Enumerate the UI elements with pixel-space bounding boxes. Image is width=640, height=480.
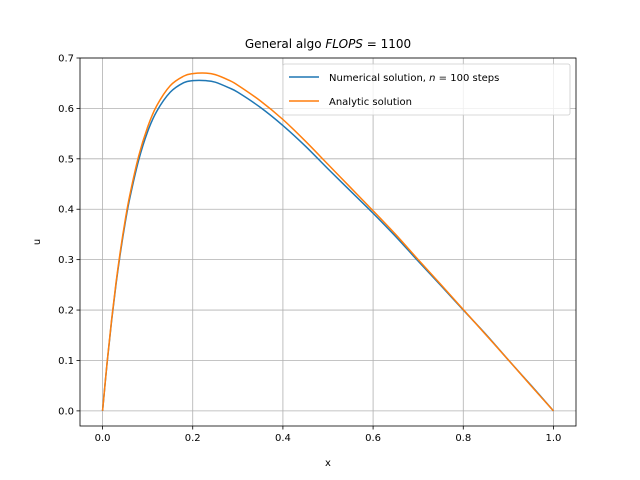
y-tick-label: 0.0 [58, 406, 74, 417]
y-tick-label: 0.7 [58, 54, 74, 65]
legend-numerical-text: Numerical solution, [329, 73, 429, 84]
legend-box [282, 63, 571, 116]
chart-title-suffix: = 1100 [363, 37, 411, 51]
y-tick-label: 0.1 [58, 356, 74, 367]
plot-area [80, 58, 576, 426]
chart-title-math: FLOPS [325, 37, 363, 51]
y-tick-label: 0.2 [58, 306, 74, 317]
chart-title-prefix: General algo [245, 37, 326, 51]
x-tick-label: 1.0 [546, 433, 562, 444]
legend: Numerical solution, n = 100 steps Analyt… [282, 63, 571, 116]
x-tick-label: 0.2 [185, 433, 201, 444]
y-tick-label: 0.6 [58, 104, 74, 115]
legend-numerical-suffix: = 100 steps [436, 73, 500, 84]
chart-title: General algo FLOPS = 1100 [245, 37, 411, 51]
y-tick-label: 0.4 [58, 205, 74, 216]
plot-frame [79, 57, 577, 427]
x-tick-label: 0.8 [455, 433, 471, 444]
x-axis-label: x [325, 458, 331, 469]
x-tick-label: 0.0 [95, 433, 111, 444]
series-lines [101, 72, 555, 412]
y-tick-label: 0.3 [58, 255, 74, 266]
legend-label-numerical: Numerical solution, n = 100 steps [329, 73, 499, 84]
y-tick-label: 0.5 [58, 154, 74, 165]
x-tick-label: 0.6 [365, 433, 381, 444]
legend-label-analytic: Analytic solution [329, 97, 412, 108]
grid-lines [80, 57, 576, 426]
series-line-analytic [101, 72, 555, 412]
legend-numerical-math: n [429, 73, 435, 84]
x-tick-label: 0.4 [275, 433, 291, 444]
axis-ticks: 0.0 0.2 0.4 0.6 0.8 1.0 0.0 0.1 0.2 0.3 0.4 0.5 0.6 0… [58, 54, 561, 445]
y-axis-label: u [32, 239, 43, 245]
